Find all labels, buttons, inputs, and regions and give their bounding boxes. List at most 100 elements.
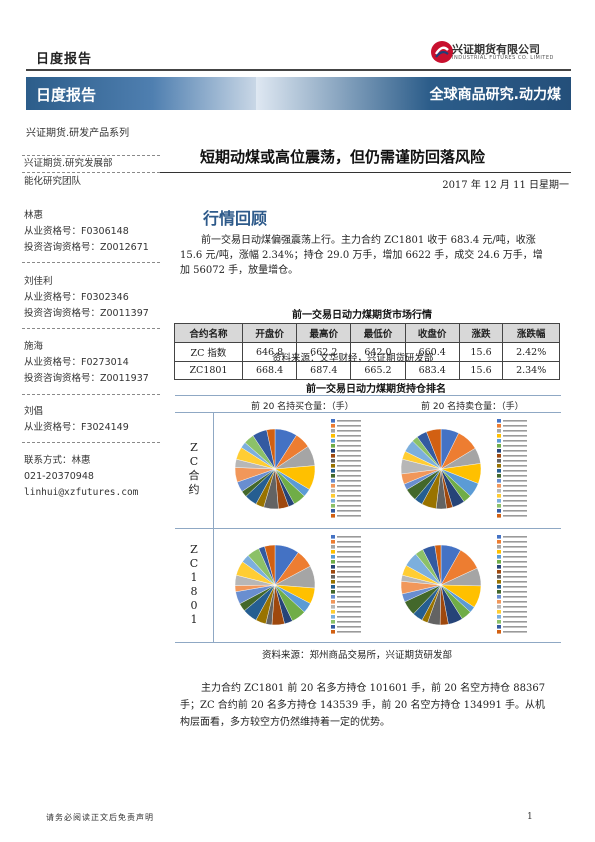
col-header: 合约名称 <box>174 323 243 343</box>
analyst-name: 刘佳利 <box>24 276 53 287</box>
contact-phone: 021-20370948 <box>24 471 94 482</box>
legend-text-placeholder <box>503 465 527 467</box>
legend-swatch <box>497 630 501 634</box>
legend-text-placeholder <box>503 566 527 568</box>
legend-text-placeholder <box>337 546 361 548</box>
legend-text-placeholder <box>337 566 361 568</box>
table-cell: 2.42% <box>502 342 560 362</box>
legend-text-placeholder <box>337 445 361 447</box>
legend-swatch <box>331 595 335 599</box>
legend-text-placeholder <box>503 480 527 482</box>
legend-text-placeholder <box>503 601 527 603</box>
legend-text-placeholder <box>503 591 527 593</box>
legend-text-placeholder <box>503 556 527 558</box>
legend-text-placeholder <box>503 586 527 588</box>
legend-text-placeholder <box>503 445 527 447</box>
table-row: ZC 指数 646.8 662.2 642.0 660.4 15.6 2.42% <box>174 342 560 362</box>
analyst-cert: 投资咨询资格号：Z0011937 <box>24 373 149 384</box>
pie-chart <box>400 419 527 518</box>
legend-text-placeholder <box>337 596 361 598</box>
legend-swatch <box>331 429 335 433</box>
legend-text-placeholder <box>337 420 361 422</box>
legend-swatch <box>497 469 501 473</box>
legend-swatch <box>497 444 501 448</box>
legend-swatch <box>331 484 335 488</box>
pie-slice <box>264 544 276 586</box>
legend-swatch <box>331 449 335 453</box>
legend-swatch <box>331 550 335 554</box>
legend-text-placeholder <box>503 440 527 442</box>
legend-text-placeholder <box>337 611 361 613</box>
legend-text-placeholder <box>503 490 527 492</box>
legend-text-placeholder <box>503 515 527 517</box>
title-banner: 日度报告 全球商品研究.动力煤 <box>26 77 571 110</box>
pie-slice <box>426 428 442 470</box>
legend-swatch <box>331 565 335 569</box>
legend-text-placeholder <box>337 515 361 517</box>
legend-swatch <box>497 570 501 574</box>
legend-swatch <box>331 620 335 624</box>
legend-text-placeholder <box>337 606 361 608</box>
company-logo <box>430 38 570 66</box>
page-number: 1 <box>527 812 533 822</box>
legend-swatch <box>331 560 335 564</box>
legend-swatch <box>331 575 335 579</box>
legend-swatch <box>497 464 501 468</box>
legend-text-placeholder <box>337 541 361 543</box>
table-cell: 15.6 <box>458 342 504 362</box>
legend-text-placeholder <box>337 586 361 588</box>
legend-swatch <box>497 454 501 458</box>
legend-swatch <box>331 605 335 609</box>
divider <box>22 394 160 395</box>
legend-text-placeholder <box>337 505 361 507</box>
legend-swatch <box>497 514 501 518</box>
legend-text-placeholder <box>337 430 361 432</box>
table-row: ZC1801 668.4 687.4 665.2 683.4 15.6 2.34… <box>174 361 560 380</box>
legend-text-placeholder <box>503 611 527 613</box>
legend-text-placeholder <box>337 500 361 502</box>
legend-text-placeholder <box>503 571 527 573</box>
legend-swatch <box>497 459 501 463</box>
legend-text-placeholder <box>337 626 361 628</box>
legend-swatch <box>331 474 335 478</box>
department: 兴证期货.研究发展部 <box>24 158 113 169</box>
legend-swatch <box>497 595 501 599</box>
col-header: 最高价 <box>296 323 352 343</box>
sell-column-head: 前 20 名持卖仓量：（手） <box>421 402 524 412</box>
legend-swatch <box>331 469 335 473</box>
legend-swatch <box>497 585 501 589</box>
header-rule <box>26 69 571 71</box>
table-source: 资料来源：文华财经，兴证期货研发部 <box>272 353 434 364</box>
legend-swatch <box>497 560 501 564</box>
market-table: 合约名称 开盘价 最高价 最低价 收盘价 涨跌 涨跌幅 ZC 指数 646.8 … <box>174 323 560 380</box>
col-header: 开盘价 <box>241 323 298 343</box>
divider <box>22 155 160 156</box>
legend-swatch <box>497 484 501 488</box>
legend-swatch <box>497 434 501 438</box>
legend-swatch <box>331 585 335 589</box>
pie-zc-sell <box>393 417 541 521</box>
contact-email[interactable]: linhui@xzfutures.com <box>24 487 139 498</box>
legend-swatch <box>497 439 501 443</box>
legend-text-placeholder <box>503 425 527 427</box>
legend-text-placeholder <box>503 581 527 583</box>
legend-swatch <box>331 570 335 574</box>
legend-text-placeholder <box>337 450 361 452</box>
legend-text-placeholder <box>503 606 527 608</box>
legend-swatch <box>497 555 501 559</box>
logo-mark-icon <box>431 41 453 63</box>
legend-swatch <box>497 620 501 624</box>
legend-swatch <box>497 424 501 428</box>
legend-swatch <box>497 610 501 614</box>
col-header: 收盘价 <box>404 323 460 343</box>
charts-source: 资料来源：郑州商品交易所，兴证期货研发部 <box>262 650 453 661</box>
legend-swatch <box>497 550 501 554</box>
legend-swatch <box>497 474 501 478</box>
legend-text-placeholder <box>503 505 527 507</box>
pie-slice <box>266 428 276 470</box>
legend-text-placeholder <box>337 576 361 578</box>
legend-swatch <box>497 540 501 544</box>
legend-swatch <box>497 615 501 619</box>
